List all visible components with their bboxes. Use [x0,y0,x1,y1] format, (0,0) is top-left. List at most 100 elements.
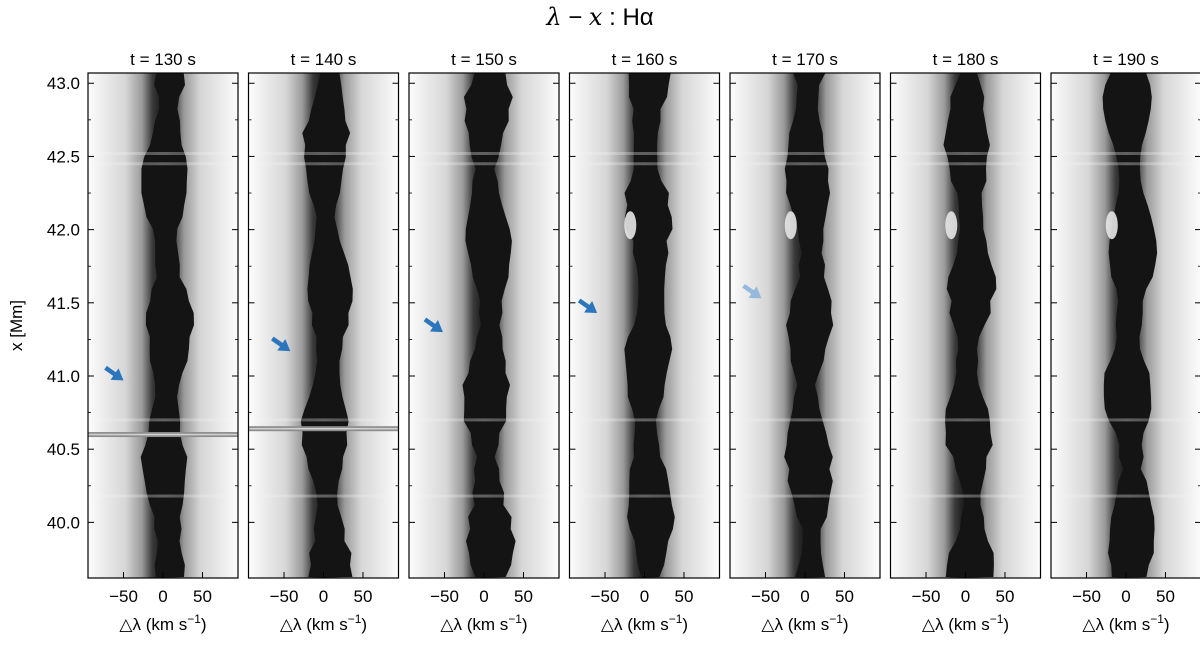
x-axis-label-close: ) [201,615,207,634]
arrow-marker [104,365,124,381]
faint-streak-2 [409,152,559,156]
artifact-line-highlight [88,433,238,436]
x-axis-label-exponent: −1 [187,612,201,626]
panel-7: t = 190 s −50 0 50 △λ (km s−1) [1050,50,1200,634]
panel-1: t = 130 s −50 0 50 △λ (km s−1) [87,50,239,634]
y-tick-label: 43.0 [47,74,80,93]
x-axis-label-exponent: −1 [508,612,522,626]
bright-feature [784,211,797,240]
panel-4: t = 160 s −50 0 50 △λ (km s−1) [568,50,721,634]
x-axis-label-symbol: △λ [601,615,627,634]
arrow-marker [423,317,443,333]
x-tick-label: 0 [1121,587,1130,606]
faint-streak-4 [1051,418,1200,422]
panel-3: t = 150 s −50 0 50 △λ (km s−1) [408,50,560,634]
x-axis-label-close: ) [682,615,688,634]
x-axis-label-close: ) [843,615,849,634]
line-core [300,73,353,577]
arrow-head [110,368,124,381]
panel-title: t = 180 s [933,50,999,69]
panel-image [730,73,880,578]
y-tick-label: 42.5 [47,147,80,166]
x-axis-label-unit: (km s [788,615,830,634]
arrow-marker [742,283,762,299]
faint-streak-4 [730,418,880,422]
panel-image [248,73,399,578]
x-axis-label-exponent: −1 [990,612,1004,626]
x-tick-label: 0 [640,587,649,606]
y-tick-label: 40.5 [47,440,80,459]
title-colon: : [609,4,616,31]
arrow-head [584,301,598,314]
bright-feature [945,211,958,240]
faint-streak-1 [248,162,399,166]
panel-image [88,73,238,578]
faint-streak-3 [890,494,1041,498]
line-core [462,73,516,577]
x-tick-label: −50 [591,587,620,606]
artifact-line-highlight [248,427,399,430]
figure-title: λ − x : Hα [0,2,1200,33]
x-tick-label: −50 [912,587,941,606]
x-axis-label-unit: (km s [467,615,509,634]
x-axis-label-symbol: △λ [922,615,948,634]
y-tick-label: 41.5 [47,294,80,313]
x-axis-label-close: ) [361,615,367,634]
x-tick-label: 50 [193,587,212,606]
faint-streak-2 [569,152,720,156]
x-axis-label-symbol: △λ [1082,615,1108,634]
x-axis-label: △λ (km s−1) [601,612,688,634]
faint-streak-1 [409,162,559,166]
faint-streak-3 [248,494,399,498]
x-tick-label: 50 [675,587,694,606]
faint-streak-1 [890,162,1041,166]
x-tick-label: 50 [354,587,373,606]
faint-streak-4 [248,418,399,422]
title-minus: − [568,4,583,31]
panel-image [1051,73,1200,578]
x-axis-label-close: ) [1003,615,1009,634]
faint-streak-2 [730,152,880,156]
faint-streak-3 [569,494,720,498]
faint-streak-3 [1051,494,1200,498]
x-axis-label-unit: (km s [627,615,669,634]
line-core [943,73,997,577]
x-tick-label: 50 [996,587,1015,606]
x-axis-label-exponent: −1 [348,612,362,626]
x-axis-label: △λ (km s−1) [922,612,1009,634]
line-core [624,73,675,577]
arrow-head [748,286,762,299]
x-tick-label: −50 [109,587,138,606]
x-axis-label-exponent: −1 [669,612,683,626]
bright-feature [1105,211,1118,240]
faint-streak-3 [409,494,559,498]
faint-streak-2 [890,152,1041,156]
arrow-marker [577,298,598,314]
x-axis-label: △λ (km s−1) [440,612,527,634]
y-axis-label: x [Mm] [7,300,26,351]
panel-6: t = 180 s −50 0 50 △λ (km s−1) [889,50,1042,634]
panel-image [569,73,720,578]
x-axis-label-close: ) [1164,615,1170,634]
faint-streak-4 [88,418,238,422]
x-axis-label-symbol: △λ [440,615,466,634]
title-line: Hα [622,4,654,31]
title-x: x [588,3,603,31]
x-axis-label-exponent: −1 [1150,612,1164,626]
x-axis-label-close: ) [522,615,528,634]
panel-title: t = 170 s [772,50,838,69]
x-tick-label: 50 [514,587,533,606]
x-tick-label: 0 [800,587,809,606]
faint-streak-1 [730,162,880,166]
arrow-marker [271,336,291,352]
x-axis-label-symbol: △λ [761,615,787,634]
panel-title: t = 140 s [291,50,357,69]
x-axis-label-symbol: △λ [119,615,145,634]
x-axis-label: △λ (km s−1) [280,612,367,634]
x-axis-label-unit: (km s [146,615,188,634]
panel-title: t = 150 s [451,50,517,69]
x-axis-label: △λ (km s−1) [1082,612,1169,634]
x-tick-label: −50 [1072,587,1101,606]
bright-feature [624,211,637,240]
